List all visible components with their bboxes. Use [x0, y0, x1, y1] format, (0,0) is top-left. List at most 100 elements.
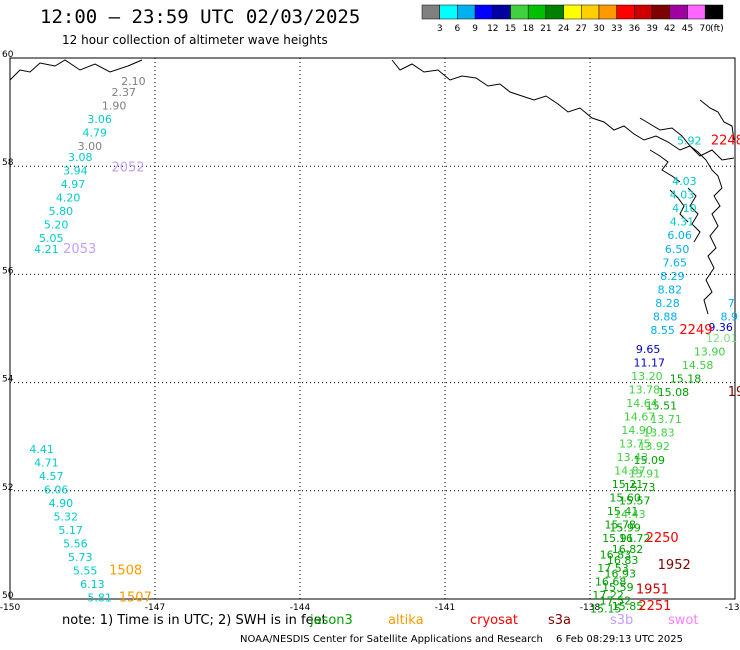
wave-height-value: 3.06: [87, 113, 112, 126]
satellite-s3b: s3b: [610, 613, 634, 628]
chart-title: 12:00 – 23:59 UTC 02/03/2025: [40, 6, 361, 28]
satellite-swot: swot: [668, 613, 699, 628]
wave-height-value: 16.93: [605, 567, 637, 580]
wave-height-value: 4.71: [34, 456, 59, 469]
wave-height-value: 6.06: [44, 484, 68, 497]
legend-label: 15: [505, 24, 516, 34]
wave-height-value: 14.58: [682, 359, 714, 372]
legend-label: 21: [540, 24, 551, 34]
wave-height-value: 15.59: [602, 581, 634, 594]
wave-height-value: 4.31: [670, 216, 695, 229]
wave-height-value: 5.20: [44, 218, 68, 231]
plot-frame: [9, 57, 736, 600]
wave-height-value: 14.90: [621, 424, 653, 437]
wave-height-value: 7: [728, 297, 735, 310]
wave-height-value: 13.75: [619, 438, 651, 451]
wave-height-value: 5.73: [68, 551, 93, 564]
time-label: 2251: [638, 599, 671, 614]
x-tick-label: -138: [580, 603, 601, 613]
wave-height-value: 15.73: [624, 481, 656, 494]
wave-height-value: 4.10: [672, 202, 697, 215]
satellite-s3a: s3a: [548, 613, 572, 628]
legend-swatch: [634, 4, 653, 20]
legend-swatch: [581, 4, 600, 20]
legend-swatch: [527, 4, 547, 20]
credit-line: NOAA/NESDIS Center for Satellite Applica…: [240, 634, 543, 645]
wave-height-value: 13.78: [629, 383, 661, 396]
legend-swatch: [457, 4, 476, 20]
time-label: 2248: [711, 134, 740, 149]
legend-swatch: [704, 4, 724, 20]
southeast-alaska-coastline: [639, 99, 735, 315]
satellite-jason3: jason3: [310, 613, 353, 628]
wave-height-value: 4.97: [61, 178, 86, 191]
legend-swatch: [545, 4, 564, 20]
wave-height-value: 13.92: [638, 440, 670, 453]
legend-swatch: [598, 4, 617, 20]
x-tick-label: -147: [145, 603, 165, 613]
wave-height-value: 14.87: [614, 465, 646, 478]
satellite-altika: altika: [388, 613, 424, 628]
wave-height-value: 3.00: [78, 140, 103, 153]
wave-height-value: 2.10: [121, 75, 145, 88]
wave-height-value: 5.81: [87, 592, 112, 605]
legend-label: 39: [646, 24, 658, 34]
wave-height-value: 13.20: [631, 370, 663, 383]
wave-height-value: 8.88: [653, 310, 678, 323]
wave-height-value: 8.55: [650, 324, 675, 337]
time-label: 2250: [646, 531, 679, 546]
alaska-coastline-north: [9, 59, 735, 161]
wave-height-value: 14.43: [614, 508, 646, 521]
x-tick-label: -141: [435, 603, 455, 613]
wave-height-value: 5.56: [63, 538, 88, 551]
x-tick-label: -144: [290, 603, 311, 613]
wave-height-value: 15.60: [609, 492, 641, 505]
wave-height-value: 4.21: [34, 243, 59, 256]
wave-height-value: 15.08: [658, 386, 690, 399]
wave-height-value: 12.01: [706, 332, 738, 345]
y-tick-label: 58: [2, 158, 14, 168]
y-tick-label: 50: [2, 591, 14, 601]
wave-height-value: 3.94: [63, 164, 88, 177]
y-tick-label: 56: [2, 266, 14, 276]
wave-height-value: 15.99: [609, 521, 641, 534]
wave-height-value: 8.29: [660, 270, 685, 283]
time-label: 2052: [112, 161, 145, 176]
wave-height-value: 8.9: [721, 310, 739, 323]
wave-height-value: 5.32: [54, 511, 79, 524]
wave-height-value: 13.71: [650, 413, 682, 426]
wave-height-value: 9.36: [708, 321, 733, 334]
wave-height-value: 7.65: [663, 256, 688, 269]
legend-swatch: [651, 4, 671, 20]
wave-height-value: 6.13: [80, 578, 105, 591]
legend-label: 3: [437, 24, 443, 34]
wave-height-value: 5.17: [58, 524, 82, 537]
wave-height-value: 13.91: [629, 467, 661, 480]
wave-height-value: 5.92: [677, 135, 702, 148]
x-tick-label: -135: [725, 603, 740, 613]
footnote: note: 1) Time is in UTC; 2) SWH is in fe…: [62, 613, 327, 628]
x-tick-label: -150: [0, 603, 20, 613]
legend-swatch: [492, 4, 511, 20]
wave-height-value: 11.17: [634, 356, 666, 369]
axis-ticks: -150 -147 -144 -141 -138 -135 50 52 54 56 58 60: [0, 50, 740, 613]
legend-unit: (ft): [710, 24, 724, 34]
legend-label: 6: [455, 24, 461, 34]
wave-height-value: 15.78: [605, 519, 637, 532]
wave-height-value: 4.20: [56, 191, 81, 204]
chart-subtitle: 12 hour collection of altimeter wave hei…: [62, 33, 328, 47]
wave-height-value: 5.80: [49, 205, 74, 218]
wave-height-value: 16.83: [607, 554, 639, 567]
wave-height-value: 17.53: [597, 562, 629, 575]
time-label: 1951: [636, 583, 669, 598]
wave-height-value: 15.51: [646, 400, 678, 413]
wave-height-value: 14.67: [624, 410, 656, 423]
legend-label: 24: [558, 24, 570, 34]
wave-height-value: 15.41: [607, 505, 639, 518]
legend-label: 33: [611, 24, 622, 34]
legend-label: 12: [487, 24, 498, 34]
time-label: 1952: [658, 558, 691, 573]
legend-label: 70: [699, 24, 711, 34]
legend-label: 30: [593, 24, 605, 34]
wave-height-value: 5.55: [73, 565, 98, 578]
